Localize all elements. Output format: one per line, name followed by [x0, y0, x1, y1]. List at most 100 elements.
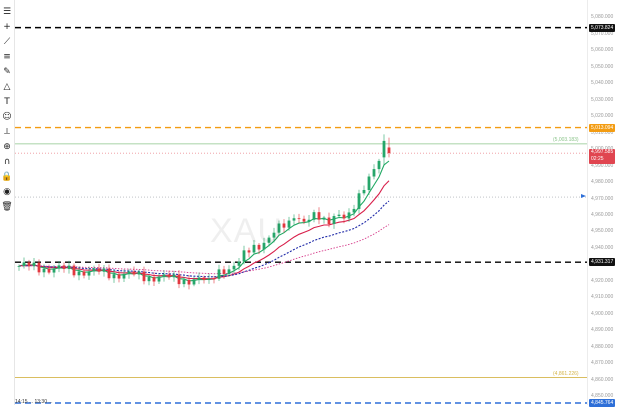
candle-body	[317, 212, 321, 220]
candle-body	[107, 268, 111, 279]
candle-body	[337, 214, 341, 217]
magnet-icon[interactable]: ∩	[3, 157, 11, 167]
candle-body	[237, 261, 241, 266]
candle-body	[122, 273, 126, 279]
crosshair-icon[interactable]: +	[3, 22, 11, 32]
price-tick-label: 4,870.000	[591, 360, 614, 367]
candle-body	[72, 265, 76, 276]
candle-body	[52, 268, 56, 273]
candle-body	[202, 277, 206, 281]
moving-average-line	[18, 180, 390, 280]
candle-body	[307, 219, 311, 222]
time-axis-info: 14:15 ... 13:30 ...	[15, 399, 53, 405]
moving-average-line	[18, 200, 390, 278]
price-tick-label: 5,030.000	[591, 96, 614, 103]
emoji-icon[interactable]: ☺	[2, 112, 12, 122]
candle-body	[217, 269, 221, 279]
shapes-icon[interactable]: △	[3, 82, 11, 92]
candle-body	[312, 212, 316, 220]
level-note-label: (5,003.183)	[553, 136, 579, 143]
candle-body	[242, 250, 246, 262]
candle-body	[157, 276, 161, 282]
text-tool-icon[interactable]: T	[4, 97, 10, 107]
price-tick-label: 4,910.000	[591, 294, 614, 301]
candle-body	[382, 140, 386, 158]
price-tick-label: 4,920.000	[591, 277, 614, 284]
candle-body	[167, 274, 171, 278]
candle-body	[372, 169, 376, 177]
trash-icon[interactable]: 🗑	[1, 202, 13, 212]
candle-body	[272, 232, 276, 238]
candle-body	[387, 147, 391, 154]
price-tick-label: 5,080.000	[591, 14, 614, 21]
symbol-watermark: XAU	[210, 212, 283, 250]
candle-body	[187, 279, 191, 285]
candle-body	[222, 269, 226, 274]
level-price-badge: 5,013.094	[589, 123, 616, 132]
price-tick-label: 4,990.000	[591, 162, 614, 169]
price-tick-label: 4,900.000	[591, 310, 614, 317]
price-tick-label: 4,880.000	[591, 343, 614, 350]
candle-body	[257, 244, 261, 250]
candle-body	[212, 278, 216, 280]
price-tick-label: 5,040.000	[591, 80, 614, 87]
candle-body	[142, 271, 146, 282]
candle-body	[32, 262, 36, 267]
eye-icon[interactable]: ◉	[3, 187, 11, 197]
parallel-lines-icon[interactable]: ≡	[3, 52, 11, 62]
price-tick-label: 5,020.000	[591, 113, 614, 120]
candle-body	[97, 268, 101, 272]
scroll-right-icon	[581, 194, 586, 198]
candle-body	[177, 274, 181, 285]
candle-body	[137, 271, 141, 275]
price-tick-label: 4,970.000	[591, 195, 614, 202]
zoom-in-icon[interactable]: ⊕	[3, 142, 11, 152]
candle-body	[282, 223, 286, 228]
candle-body	[247, 250, 251, 253]
price-tick-label: 4,960.000	[591, 211, 614, 218]
candle-body	[357, 193, 361, 209]
price-tick-label: 5,050.000	[591, 63, 614, 70]
candle-body	[92, 268, 96, 272]
candle-body	[182, 279, 186, 285]
candle-body	[287, 220, 291, 228]
candle-body	[367, 176, 371, 190]
lock-icon[interactable]: 🔒	[1, 172, 13, 182]
candle-body	[42, 268, 46, 273]
candle-body	[207, 278, 211, 281]
candle-body	[322, 217, 326, 220]
candle-body	[252, 244, 256, 253]
price-tick-label: 4,850.000	[591, 393, 614, 400]
brush-icon[interactable]: ✎	[3, 67, 11, 77]
price-tick-label: 4,890.000	[591, 327, 614, 334]
price-tick-label: 4,940.000	[591, 244, 614, 251]
level-price-badge: 4,845.764	[589, 399, 616, 407]
candle-body	[112, 274, 116, 279]
price-chart[interactable]	[15, 0, 587, 405]
candle-body	[87, 271, 91, 276]
price-tick-label: 4,860.000	[591, 376, 614, 383]
candle-body	[67, 265, 71, 269]
candle-body	[117, 274, 121, 279]
drawing-toolbar: ☰ + ⟋ ≡ ✎ △ T ☺ ⟂ ⊕ ∩ 🔒 ◉ 🗑	[0, 0, 15, 405]
current-price-value: 4,997.585	[591, 149, 614, 156]
candle-body	[192, 279, 196, 285]
candle-body	[17, 265, 21, 267]
candle-body	[147, 277, 151, 282]
hamburger-menu-icon[interactable]: ☰	[2, 7, 12, 17]
price-tick-label: 4,950.000	[591, 228, 614, 235]
candle-body	[27, 262, 31, 267]
trend-line-icon[interactable]: ⟋	[3, 37, 11, 47]
level-price-badge: 5,073.824	[589, 23, 616, 32]
candle-body	[377, 160, 381, 170]
candle-body	[227, 269, 231, 274]
candle-body	[172, 274, 176, 278]
ruler-icon[interactable]: ⟂	[3, 127, 10, 137]
current-price-badge: 4,997.585 02:25	[589, 149, 616, 165]
chart-area[interactable]: XAU (5,003.183) (4,861.226)	[15, 0, 587, 405]
candle-body	[62, 265, 66, 269]
candle-body	[347, 212, 351, 219]
candle-body	[162, 274, 166, 277]
price-axis[interactable]: 5,080.000 5,070.000 5,060.000 5,050.000 5,04…	[587, 0, 625, 407]
candle-body	[127, 271, 131, 274]
